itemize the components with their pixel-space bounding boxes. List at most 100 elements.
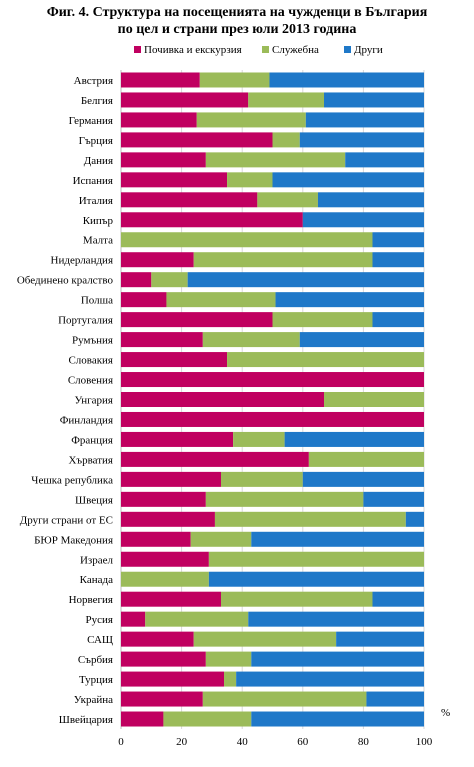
bar-1-14 (121, 332, 203, 348)
category-label-25: Израел (80, 554, 114, 566)
tick-label-60: 60 (297, 736, 309, 748)
category-label-13: Португалия (58, 315, 113, 327)
bar-3-4 (299, 132, 424, 148)
category-label-29: САЩ (87, 634, 113, 646)
bar-3-30 (251, 651, 424, 667)
bar-2-10 (193, 252, 373, 268)
category-label-26: Канада (80, 574, 113, 586)
bar-1-5 (121, 152, 206, 168)
legend-swatch-3 (344, 46, 351, 53)
bar-2-19 (233, 431, 285, 447)
bar-3-3 (305, 112, 424, 128)
bar-2-20 (308, 451, 424, 467)
bar-3-29 (336, 631, 424, 647)
bar-2-21 (220, 471, 303, 487)
bar-1-15 (121, 352, 228, 368)
bar-2-27 (220, 591, 373, 607)
bar-1-29 (121, 631, 194, 647)
bar-3-5 (345, 152, 424, 168)
bar-1-16 (121, 372, 424, 388)
category-label-22: Швеция (75, 494, 113, 506)
bar-1-25 (121, 551, 209, 567)
bar-2-13 (272, 312, 373, 328)
tick-label-0: 0 (118, 736, 124, 748)
bar-2-7 (257, 192, 318, 208)
bar-3-2 (324, 92, 424, 108)
bar-2-23 (214, 511, 406, 527)
category-label-9: Малта (83, 235, 113, 247)
bar-2-17 (324, 392, 424, 407)
category-label-8: Кипър (83, 215, 114, 227)
category-label-15: Словакия (68, 355, 113, 367)
bar-2-9 (121, 232, 373, 248)
bar-3-14 (299, 332, 424, 348)
bar-3-9 (372, 232, 424, 248)
category-label-3: Германия (69, 115, 113, 127)
bar-2-15 (227, 352, 424, 368)
category-label-18: Финландия (60, 414, 113, 426)
category-label-32: Украйна (74, 694, 113, 706)
bar-1-18 (121, 411, 424, 427)
legend-label-1: Почивка и екскурзия (144, 44, 242, 56)
category-label-5: Дания (84, 155, 113, 167)
bar-2-5 (205, 152, 346, 168)
tick-labels: 0 20 40 60 80 100 (118, 736, 433, 748)
bar-1-28 (121, 611, 146, 627)
bar-3-13 (372, 312, 424, 328)
bar-1-33 (121, 711, 164, 727)
bar-2-25 (208, 551, 424, 567)
legend-label-2: Служебна (272, 44, 319, 56)
legend: Почивка и екскурзия Служебна Други (134, 44, 383, 56)
category-label-17: Унгария (74, 395, 113, 407)
category-label-12: Полша (81, 295, 113, 307)
category-label-14: Румъния (72, 335, 113, 347)
tick-label-80: 80 (358, 736, 370, 748)
category-labels: Австрия Белгия Германия Гърция Дания Испания И… (17, 75, 114, 726)
bar-2-12 (166, 292, 276, 308)
bar-3-11 (187, 272, 424, 288)
bar-1-19 (121, 431, 234, 447)
bar-2-28 (145, 611, 249, 627)
bar-3-12 (275, 292, 424, 308)
bar-2-30 (205, 651, 252, 667)
bar-1-27 (121, 591, 221, 607)
bar-3-32 (366, 691, 424, 707)
category-label-20: Хърватия (68, 454, 113, 466)
bar-1-6 (121, 172, 228, 188)
legend-label-3: Други (354, 44, 383, 56)
category-label-10: Нидерландия (51, 255, 113, 267)
category-label-27: Норвегия (69, 594, 113, 606)
bar-2-14 (202, 332, 300, 348)
bar-1-12 (121, 292, 167, 308)
bar-1-11 (121, 272, 152, 288)
bar-2-2 (248, 92, 325, 108)
bar-2-1 (199, 72, 270, 88)
category-label-24: БЮР Македония (34, 534, 113, 546)
bar-3-6 (272, 172, 424, 188)
bar-3-27 (372, 591, 424, 607)
bar-2-26 (121, 571, 209, 587)
bar-1-31 (121, 671, 225, 687)
bar-2-11 (151, 272, 188, 288)
bar-1-3 (121, 112, 197, 128)
category-label-30: Сърбия (78, 654, 113, 666)
bar-1-10 (121, 252, 194, 268)
bar-1-24 (121, 531, 191, 547)
bar-2-29 (193, 631, 337, 647)
bar-3-8 (302, 212, 424, 228)
bar-3-1 (269, 72, 424, 88)
category-label-33: Швейцария (59, 714, 113, 726)
bar-3-28 (248, 611, 424, 627)
bar-2-6 (227, 172, 273, 188)
bars (121, 72, 424, 727)
bar-2-3 (196, 112, 306, 128)
tick-label-100: 100 (416, 736, 433, 748)
bar-1-4 (121, 132, 273, 148)
bar-3-21 (302, 471, 424, 487)
category-label-2: Белгия (81, 95, 113, 107)
bar-2-24 (190, 531, 252, 547)
legend-swatch-1 (134, 46, 141, 53)
bar-1-7 (121, 192, 258, 208)
bar-3-33 (251, 711, 424, 727)
category-label-6: Испания (73, 175, 113, 187)
